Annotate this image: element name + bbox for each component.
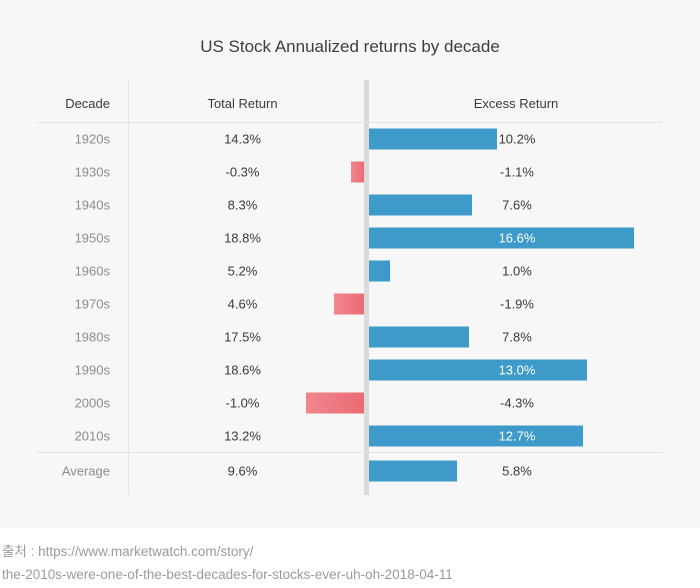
total-return-value: 13.2%	[224, 428, 261, 443]
column-header-total-return: Total Return	[207, 96, 278, 111]
chart-panel: US Stock Annualized returns by decade De…	[0, 37, 700, 495]
chart-baseline-axis	[364, 80, 369, 495]
excess-return-bar	[306, 392, 364, 413]
excess-return-value: 5.8%	[502, 463, 532, 479]
header-divider	[37, 122, 662, 123]
excess-return-value: 1.0%	[502, 263, 532, 278]
decade-label: 1980s	[74, 329, 110, 344]
excess-return-bar	[369, 425, 583, 446]
source-line-1: 출처 : https://www.marketwatch.com/story/	[2, 544, 254, 559]
chart-title: US Stock Annualized returns by decade	[200, 37, 500, 56]
decade-label: 1990s	[74, 362, 110, 377]
excess-return-bar	[369, 194, 472, 215]
decade-label: 1920s	[74, 131, 110, 146]
chart-rows: 1920s 14.3% 10.2% 1930s -0.3% -1.1% 1940s 8.3% 7…	[0, 122, 700, 488]
excess-return-value: 13.0%	[498, 362, 536, 377]
total-return-value: 4.6%	[227, 296, 258, 311]
decade-label: 1930s	[74, 164, 110, 179]
decade-label: 1970s	[74, 296, 110, 311]
excess-return-value: 12.7%	[498, 428, 536, 443]
excess-return-bar	[369, 128, 497, 149]
decade-label: 1960s	[74, 263, 110, 278]
excess-return-bar	[334, 293, 364, 314]
average-divider	[37, 452, 662, 453]
column-divider	[128, 80, 129, 495]
excess-return-bar	[369, 260, 390, 281]
total-return-value: 9.6%	[227, 463, 258, 479]
table-row: 1960s 5.2% 1.0%	[0, 254, 700, 287]
excess-return-bar	[369, 359, 587, 380]
excess-return-value: 7.6%	[502, 197, 532, 212]
table-row: 2000s -1.0% -4.3%	[0, 386, 700, 419]
excess-return-bar	[369, 227, 634, 248]
excess-return-bar	[369, 326, 469, 347]
table-row: 1990s 18.6% 13.0%	[0, 353, 700, 386]
excess-return-value: -1.9%	[500, 296, 534, 311]
source-line-2: the-2010s-were-one-of-the-best-decades-f…	[2, 567, 453, 582]
total-return-value: 18.6%	[224, 362, 261, 377]
excess-return-value: -1.1%	[500, 164, 534, 179]
excess-return-bar	[369, 460, 457, 482]
decade-label: 1950s	[74, 230, 110, 245]
table-row: 1950s 18.8% 16.6%	[0, 221, 700, 254]
table-row: 1920s 14.3% 10.2%	[0, 122, 700, 155]
total-return-value: 14.3%	[224, 131, 261, 146]
column-header-excess-return: Excess Return	[473, 96, 559, 111]
excess-return-value: -4.3%	[500, 395, 534, 410]
table-row-average: Average 9.6% 5.8%	[0, 455, 700, 488]
total-return-value: 17.5%	[224, 329, 261, 344]
column-header-decade: Decade	[65, 96, 110, 111]
decade-label: Average	[61, 463, 110, 479]
source-footer: 출처 : https://www.marketwatch.com/story/ …	[0, 528, 700, 588]
total-return-value: -1.0%	[225, 395, 260, 410]
table-row: 1940s 8.3% 7.6%	[0, 188, 700, 221]
total-return-value: 8.3%	[227, 197, 258, 212]
table-row: 1930s -0.3% -1.1%	[0, 155, 700, 188]
total-return-value: 5.2%	[227, 263, 258, 278]
table-row: 2010s 13.2% 12.7%	[0, 419, 700, 452]
table-row: 1970s 4.6% -1.9%	[0, 287, 700, 320]
excess-return-value: 10.2%	[498, 131, 536, 146]
decade-label: 2000s	[74, 395, 110, 410]
excess-return-bar	[351, 161, 364, 182]
table-row: 1980s 17.5% 7.8%	[0, 320, 700, 353]
excess-return-value: 7.8%	[502, 329, 532, 344]
total-return-value: 18.8%	[224, 230, 261, 245]
excess-return-value: 16.6%	[498, 230, 536, 245]
total-return-value: -0.3%	[225, 164, 260, 179]
decade-label: 2010s	[74, 428, 110, 443]
decade-label: 1940s	[74, 197, 110, 212]
